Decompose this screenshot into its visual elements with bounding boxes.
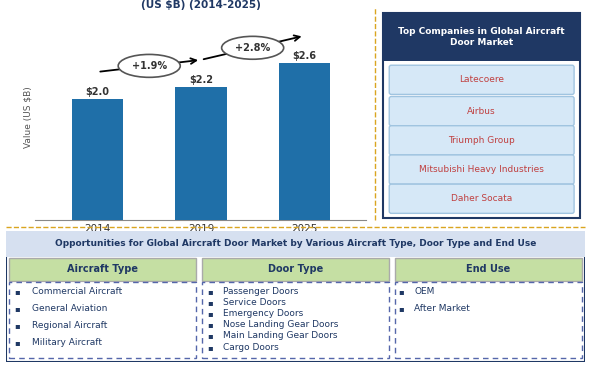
Text: ▪: ▪ (207, 343, 213, 352)
FancyBboxPatch shape (383, 13, 580, 61)
Bar (175, 87, 227, 220)
FancyBboxPatch shape (395, 258, 582, 281)
Text: Passenger Doors: Passenger Doors (223, 287, 298, 296)
Text: ▪: ▪ (207, 287, 213, 296)
Text: General Aviation: General Aviation (32, 304, 108, 313)
Text: Commercial Aircraft: Commercial Aircraft (32, 287, 122, 296)
Text: End Use: End Use (466, 265, 510, 274)
Text: ▪: ▪ (207, 309, 213, 318)
Text: ▪: ▪ (398, 304, 404, 313)
Text: Opportunities for Global Aircraft Door Market by Various Aircraft Type, Door Typ: Opportunities for Global Aircraft Door M… (55, 239, 536, 248)
Text: ▪: ▪ (15, 338, 20, 347)
FancyBboxPatch shape (389, 155, 574, 184)
Text: Latecoere: Latecoere (459, 75, 504, 84)
FancyBboxPatch shape (6, 231, 585, 257)
Text: ▪: ▪ (207, 298, 213, 307)
Text: Daher Socata: Daher Socata (451, 194, 512, 203)
Text: Cargo Doors: Cargo Doors (223, 343, 279, 352)
Y-axis label: Value (US $B): Value (US $B) (24, 86, 33, 148)
Text: Airbus: Airbus (467, 107, 496, 116)
FancyBboxPatch shape (383, 13, 580, 217)
Text: Emergency Doors: Emergency Doors (223, 309, 303, 318)
Text: ▪: ▪ (207, 332, 213, 340)
Text: +2.8%: +2.8% (235, 43, 270, 53)
FancyBboxPatch shape (6, 231, 585, 362)
Text: Main Landing Gear Doors: Main Landing Gear Doors (223, 332, 337, 340)
Text: Source: Lucintel: Source: Lucintel (279, 253, 361, 262)
Text: $2.0: $2.0 (86, 87, 109, 97)
Text: Aircraft Type: Aircraft Type (67, 265, 138, 274)
Text: Triumph Group: Triumph Group (449, 136, 515, 145)
Ellipse shape (118, 55, 180, 77)
FancyBboxPatch shape (389, 65, 574, 94)
FancyBboxPatch shape (9, 258, 196, 281)
Text: +1.9%: +1.9% (132, 61, 167, 71)
FancyBboxPatch shape (389, 126, 574, 155)
Text: OEM: OEM (414, 287, 434, 296)
Text: Door Type: Door Type (268, 265, 323, 274)
Text: ▪: ▪ (15, 321, 20, 330)
Text: Nose Landing Gear Doors: Nose Landing Gear Doors (223, 320, 339, 329)
FancyBboxPatch shape (389, 97, 574, 126)
FancyBboxPatch shape (395, 282, 582, 358)
Text: $2.2: $2.2 (189, 75, 213, 85)
Text: Military Aircraft: Military Aircraft (32, 338, 102, 347)
Bar (278, 63, 330, 220)
FancyBboxPatch shape (202, 258, 389, 281)
Text: After Market: After Market (414, 304, 470, 313)
Text: ▪: ▪ (15, 304, 20, 313)
FancyBboxPatch shape (202, 282, 389, 358)
Text: ▪: ▪ (207, 320, 213, 329)
FancyBboxPatch shape (389, 184, 574, 213)
Text: Mitsubishi Heavy Industries: Mitsubishi Heavy Industries (419, 165, 544, 174)
Bar (72, 99, 124, 220)
Ellipse shape (222, 36, 284, 59)
Text: Regional Aircraft: Regional Aircraft (32, 321, 108, 330)
Text: ▪: ▪ (398, 287, 404, 296)
FancyBboxPatch shape (9, 282, 196, 358)
Text: ▪: ▪ (15, 287, 20, 296)
Text: Service Doors: Service Doors (223, 298, 286, 307)
Text: $2.6: $2.6 (293, 51, 316, 61)
Title: Trends and Forecast for the Global  Aircraft Door Market
(US $B) (2014-2025): Trends and Forecast for the Global Aircr… (34, 0, 368, 10)
Text: Top Companies in Global Aircraft
Door Market: Top Companies in Global Aircraft Door Ma… (398, 27, 565, 47)
